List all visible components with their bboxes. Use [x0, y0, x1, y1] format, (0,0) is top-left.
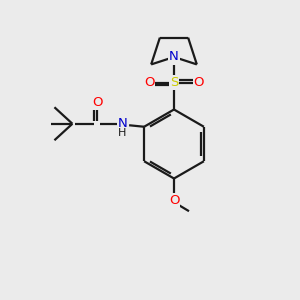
Text: O: O [169, 194, 179, 208]
Text: O: O [144, 76, 154, 89]
Text: S: S [170, 76, 178, 89]
Text: O: O [92, 96, 102, 109]
Text: N: N [118, 117, 128, 130]
Text: O: O [194, 76, 204, 89]
Text: N: N [169, 50, 179, 64]
Text: H: H [118, 128, 127, 138]
